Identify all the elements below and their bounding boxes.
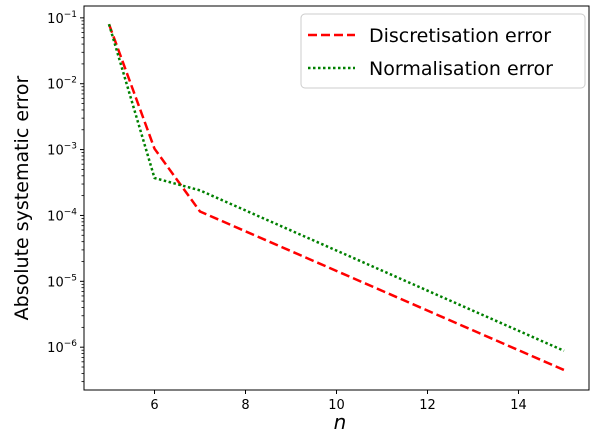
series-lines [107, 23, 565, 372]
y-tick-label: 10−3 [47, 142, 77, 159]
y-tick-label: 10−6 [47, 339, 77, 356]
y-tick-label: 10−2 [47, 76, 77, 93]
legend: Discretisation error Normalisation error [300, 13, 586, 89]
x-tick-label: 8 [241, 398, 249, 413]
x-tick-label: 12 [419, 398, 436, 413]
x-tick-label: 14 [510, 398, 527, 413]
x-axis-ticks: 6 8 10 12 14 [150, 390, 527, 413]
x-tick-label: 10 [328, 398, 345, 413]
y-axis-label: Absolute systematic error [11, 75, 33, 320]
x-axis-label: n [334, 410, 347, 434]
series-line-normalisation [107, 23, 565, 352]
legend-box [300, 13, 586, 89]
legend-label-normalisation: Normalisation error [369, 58, 553, 80]
series-line-discretisation [107, 23, 565, 372]
y-tick-label: 10−4 [47, 207, 77, 224]
y-tick-label: 10−1 [47, 10, 77, 27]
x-tick-label: 6 [150, 398, 158, 413]
y-axis-ticks: 10−6 10−5 10−4 10−3 10−2 10−1 [47, 10, 84, 383]
y-tick-label: 10−5 [47, 273, 77, 290]
legend-label-discretisation: Discretisation error [369, 25, 551, 47]
